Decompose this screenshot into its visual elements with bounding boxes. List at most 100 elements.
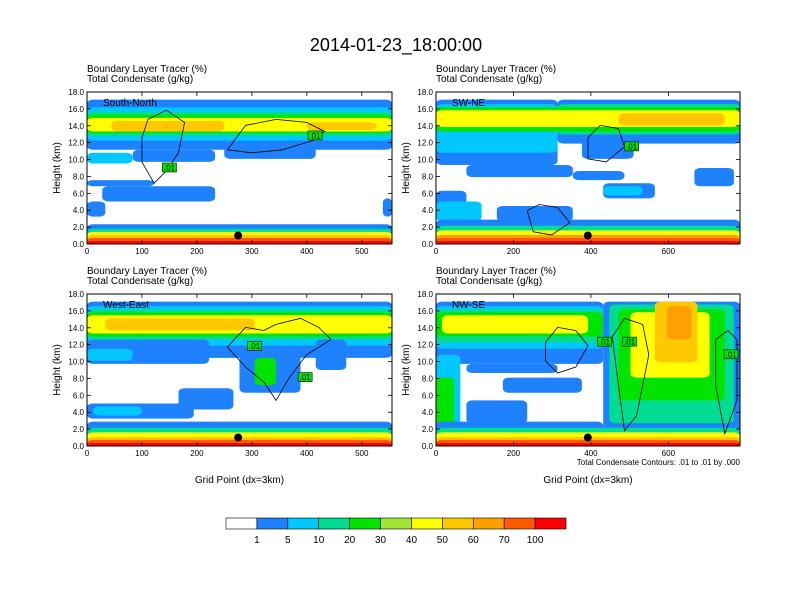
y-tick-label: 2.0 — [422, 223, 434, 232]
tracer-band — [466, 164, 573, 178]
x-tick-label: 600 — [662, 247, 676, 256]
tracer-band — [105, 318, 255, 331]
plot-frame — [86, 293, 393, 447]
contour-label: .01 — [626, 142, 638, 151]
y-tick-label: 8.0 — [73, 172, 85, 181]
panel-label: West-East — [103, 300, 149, 311]
tracer-band — [581, 137, 634, 159]
panel-field-title: Boundary Layer Tracer (%) — [436, 64, 556, 75]
contour-label: .01 — [599, 338, 611, 347]
tracer-band — [87, 201, 106, 217]
y-axis-label: Height (km) — [52, 142, 63, 194]
panel-field-title: Boundary Layer Tracer (%) — [87, 266, 207, 277]
x-axis-label: Grid Point (dx=3km) — [543, 475, 632, 486]
contour-label: .01 — [624, 338, 636, 347]
panel-label: SW-NE — [452, 98, 485, 109]
condensate-contour — [141, 109, 186, 184]
y-tick-label: 12.0 — [417, 341, 433, 350]
x-axis-label: Grid Point (dx=3km) — [195, 475, 284, 486]
contour-label-box — [723, 349, 739, 360]
plot-frame — [435, 91, 741, 245]
x-tick-label: 200 — [190, 449, 204, 458]
contour-label: .01 — [300, 373, 312, 382]
colorbar-label: 1 — [254, 535, 260, 546]
colorbar-label: 10 — [313, 535, 325, 546]
tracer-band — [87, 348, 133, 361]
y-tick-label: 12.0 — [68, 139, 84, 148]
plot-frame — [86, 91, 393, 245]
panel-1: Boundary Layer Tracer (%)Total Condensat… — [52, 64, 393, 256]
tracer-band — [694, 168, 734, 187]
condensate-contour — [545, 326, 589, 374]
y-tick-label: 6.0 — [73, 189, 85, 198]
main-title: 2014-01-23_18:00:00 — [310, 35, 482, 56]
colorbar-swatch — [318, 517, 350, 530]
tracer-band — [436, 442, 740, 446]
contour-label: .01 — [164, 164, 176, 173]
y-tick-label: 4.0 — [73, 408, 85, 417]
panel-field-title: Boundary Layer Tracer (%) — [87, 64, 207, 75]
contour-label: .01 — [310, 131, 322, 140]
y-tick-label: 4.0 — [422, 206, 434, 215]
y-tick-label: 6.0 — [422, 189, 434, 198]
colorbar-swatch — [225, 517, 258, 530]
tracer-band — [667, 306, 692, 340]
contour-label-box — [624, 141, 639, 152]
x-tick-label: 400 — [584, 449, 598, 458]
colorbar-label: 40 — [406, 535, 418, 546]
contour-label-box — [247, 341, 262, 351]
y-tick-label: 12.0 — [68, 341, 84, 350]
x-tick-label: 400 — [584, 247, 598, 256]
panel-label: South-North — [103, 98, 157, 109]
y-tick-label: 2.0 — [422, 425, 434, 434]
panel-field-subtitle: Total Condensate (g/kg) — [87, 74, 193, 85]
y-tick-label: 16.0 — [68, 307, 84, 316]
panel-field-subtitle: Total Condensate (g/kg) — [436, 276, 542, 287]
y-tick-label: 8.0 — [422, 374, 434, 383]
tracer-band — [496, 206, 573, 222]
y-tick-label: 2.0 — [73, 223, 85, 232]
tracer-band — [102, 186, 216, 202]
condensate-contour — [227, 317, 332, 402]
y-axis-label: Height (km) — [401, 344, 412, 396]
tracer-band — [87, 152, 133, 164]
panel-field-subtitle: Total Condensate (g/kg) — [436, 74, 542, 85]
x-tick-label: 0 — [85, 247, 90, 256]
y-tick-label: 0.0 — [422, 240, 434, 249]
x-tick-label: 100 — [135, 247, 149, 256]
location-marker — [234, 231, 243, 240]
colorbar-swatch — [472, 517, 505, 530]
condensate-contour — [611, 317, 650, 432]
tracer-band — [93, 406, 142, 416]
contour-label-box — [622, 336, 637, 347]
x-tick-label: 200 — [190, 247, 204, 256]
x-tick-label: 200 — [507, 449, 521, 458]
y-tick-label: 10.0 — [417, 358, 433, 367]
y-tick-label: 10.0 — [68, 358, 84, 367]
panel-label: NW-SE — [452, 300, 485, 311]
y-axis-label: Height (km) — [52, 344, 63, 396]
y-tick-label: 10.0 — [417, 156, 433, 165]
tracer-field: .01 .01 — [87, 294, 392, 446]
tracer-field: .01 .01 .01 — [436, 294, 740, 446]
x-tick-label: 600 — [662, 449, 676, 458]
y-tick-label: 12.0 — [417, 139, 433, 148]
colorbar-swatch — [534, 517, 567, 530]
y-tick-label: 0.0 — [73, 240, 85, 249]
location-marker — [234, 433, 243, 442]
tracer-band — [87, 442, 392, 446]
contour-label-box — [597, 336, 612, 347]
colorbar-swatch — [503, 517, 536, 530]
contour-label: .01 — [726, 350, 738, 359]
colorbar-label: 60 — [468, 535, 480, 546]
location-marker — [583, 231, 592, 240]
colorbar: 1 5 10 20 30 40 50 60 70 100 — [225, 517, 567, 546]
contour-label-box — [162, 162, 177, 173]
tracer-band — [436, 240, 740, 244]
panel-field-subtitle: Total Condensate (g/kg) — [87, 276, 193, 287]
tracer-band — [466, 400, 528, 424]
y-tick-label: 2.0 — [73, 425, 85, 434]
colorbar-label: 20 — [344, 535, 356, 546]
x-tick-label: 400 — [300, 247, 314, 256]
panel-field-title: Boundary Layer Tracer (%) — [436, 266, 556, 277]
